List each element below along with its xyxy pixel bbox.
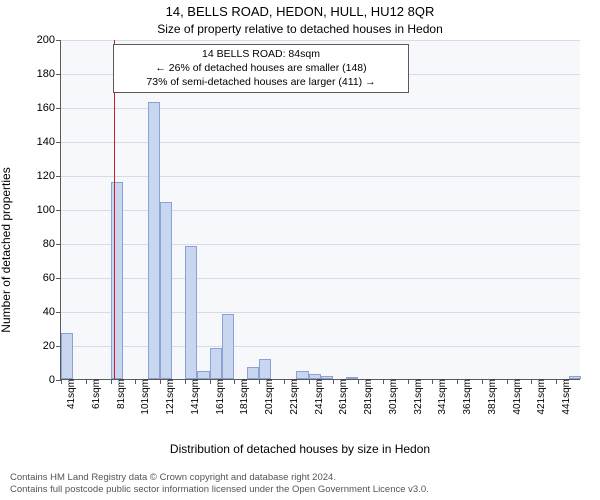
chart-subtitle: Size of property relative to detached ho… [0,22,600,36]
x-axis-label: Distribution of detached houses by size … [0,442,600,456]
histogram-bar [247,367,259,379]
x-tick-label: 341sqm [435,379,448,415]
y-tick-label: 200 [37,34,61,46]
footer-line: Contains full postcode public sector inf… [10,484,590,496]
histogram-bar [259,359,271,379]
histogram-bar [185,246,197,379]
x-tick-label: 441sqm [559,379,572,415]
page-title: 14, BELLS ROAD, HEDON, HULL, HU12 8QR [0,4,600,19]
x-tick-label: 221sqm [287,379,300,415]
histogram-bar [210,348,222,379]
annotation-line: 73% of semi-detached houses are larger (… [120,75,402,89]
footer-line: Contains HM Land Registry data © Crown c… [10,472,590,484]
y-tick-label: 0 [49,374,61,386]
x-tick-label: 381sqm [485,379,498,415]
histogram-bar [296,371,308,380]
y-tick-label: 100 [37,204,61,216]
histogram-bar [197,371,209,380]
x-tick-label: 281sqm [361,379,374,415]
x-tick-label: 261sqm [336,379,349,415]
footer-attribution: Contains HM Land Registry data © Crown c… [10,472,590,496]
x-tick-label: 81sqm [114,379,127,409]
y-tick-label: 140 [37,136,61,148]
annotation-line: 14 BELLS ROAD: 84sqm [120,47,402,61]
histogram-plot: 020406080100120140160180200 41sqm61sqm81… [60,40,580,380]
y-tick-label: 180 [37,68,61,80]
x-tick-label: 301sqm [386,379,399,415]
annotation-box: 14 BELLS ROAD: 84sqm ← 26% of detached h… [113,44,409,93]
x-tick-label: 361sqm [460,379,473,415]
histogram-bar [148,102,160,379]
x-tick-label: 181sqm [237,379,250,415]
y-tick-label: 80 [43,238,61,250]
x-tick-label: 321sqm [411,379,424,415]
x-tick-label: 421sqm [534,379,547,415]
y-tick-label: 20 [43,340,61,352]
x-tick-label: 121sqm [163,379,176,415]
x-tick-label: 161sqm [213,379,226,415]
histogram-bar [222,314,234,379]
histogram-bar [111,182,123,379]
x-tick-label: 61sqm [89,379,102,409]
y-tick-label: 160 [37,102,61,114]
x-tick-label: 241sqm [312,379,325,415]
y-tick-label: 60 [43,272,61,284]
y-axis-label: Number of detached properties [0,167,13,332]
y-tick-label: 120 [37,170,61,182]
histogram-bar [61,333,73,379]
x-tick-label: 141sqm [188,379,201,415]
y-tick-label: 40 [43,306,61,318]
annotation-line: ← 26% of detached houses are smaller (14… [120,61,402,75]
histogram-bar [160,202,172,379]
x-tick-label: 41sqm [64,379,77,409]
x-tick-label: 401sqm [510,379,523,415]
x-tick-label: 201sqm [262,379,275,415]
x-tick-label: 101sqm [138,379,151,415]
